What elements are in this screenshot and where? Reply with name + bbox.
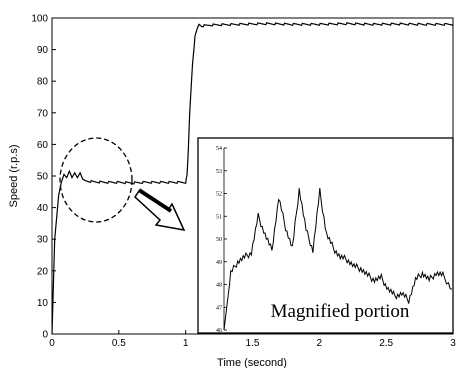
y-tick-label: 20	[37, 266, 49, 277]
y-tick-label: 50	[37, 172, 49, 183]
speed-series-line	[51, 22, 454, 335]
inset-tick-label: 52	[216, 192, 222, 198]
x-tick-label: 1	[183, 338, 189, 349]
y-tick-label: 60	[37, 140, 49, 151]
y-tick-label: 100	[31, 14, 48, 25]
inset-tick-label: 49	[216, 260, 222, 266]
inset-tick-label: 50	[216, 237, 222, 243]
inset-tick-label: 53	[216, 169, 222, 175]
y-tick-label: 90	[37, 45, 49, 56]
magnify-arrow	[134, 188, 186, 231]
y-tick-label: 80	[37, 77, 49, 88]
y-tick-label: 70	[37, 108, 49, 119]
inset-series-line	[223, 187, 453, 331]
x-tick-label: 2.5	[379, 338, 393, 349]
x-tick-label: 3	[450, 338, 456, 349]
highlight-circle	[59, 137, 133, 223]
magnified-portion-label: Magnified portion	[271, 301, 410, 322]
inset-y-ticks: 46 47 48 49 50 51 52 53 54	[216, 146, 227, 334]
y-tick-label: 10	[37, 298, 49, 309]
x-tick-label: 0	[49, 338, 55, 349]
y-tick-label: 30	[37, 235, 49, 246]
y-tick-label: 40	[37, 203, 49, 214]
x-tick-label: 0.5	[112, 338, 126, 349]
inset-tick-label: 48	[216, 283, 222, 289]
x-tick-label: 2	[317, 338, 323, 349]
y-axis-label: Speed (r.p.s)	[8, 145, 20, 208]
x-tick-label: 1.5	[246, 338, 260, 349]
inset-tick-label: 54	[216, 146, 222, 152]
inset-panel	[197, 137, 454, 334]
inset-tick-label: 51	[216, 214, 222, 220]
x-axis-label: Time (second)	[217, 357, 287, 368]
inset-tick-label: 46	[216, 328, 222, 334]
y-tick-label: 0	[42, 330, 48, 341]
inset-tick-label: 47	[216, 305, 222, 311]
y-axis-ticks: 0 10 20 30 40 50 60 70 80 90 100	[31, 14, 56, 341]
